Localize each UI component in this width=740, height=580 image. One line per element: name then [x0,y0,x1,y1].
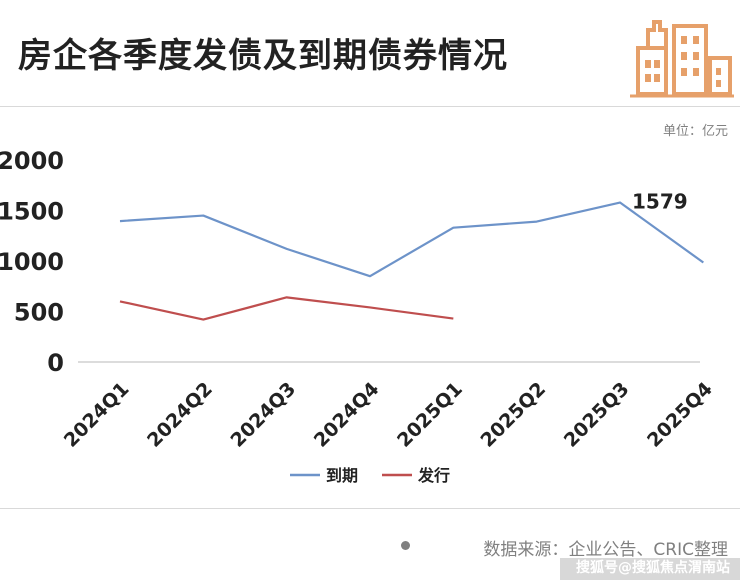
legend-label: 发行 [417,466,450,485]
unit-label: 单位：亿元 [662,124,728,139]
building-logo-icon [630,8,734,100]
x-tick-label: 2024Q2 [143,378,217,452]
x-tick-label: 2025Q2 [476,378,550,452]
y-tick-label: 1500 [0,198,64,226]
watermark-text: 搜狐号@搜狐焦点渭南站 [576,560,730,576]
series-line-issuance [119,296,454,321]
watermark-bar [560,558,740,580]
y-tick-label: 500 [14,299,64,327]
y-tick-label: 2000 [0,147,64,175]
x-tick-label: 2025Q3 [560,378,634,452]
series-line-maturity [119,201,704,278]
line-chart: 0 500 1000 1500 2000 2024Q1 2024Q2 2024Q3 2024Q4… [0,147,717,485]
x-tick-label: 2024Q3 [226,378,300,452]
x-tick-label: 2024Q1 [60,378,134,452]
bullet-dot-icon [401,541,410,550]
y-tick-label: 0 [47,349,64,377]
chart-title: 房企各季度发债及到期债券情况 [18,36,508,76]
y-tick-label: 1000 [0,248,64,276]
header-divider [0,106,740,107]
footer-divider [0,508,740,509]
x-tick-label: 2024Q4 [310,378,384,452]
legend-label: 到期 [326,466,358,485]
x-tick-label: 2025Q4 [643,378,717,452]
x-tick-label: 2025Q1 [393,378,467,452]
source-note: 数据来源：企业公告、CRIC整理 [483,540,728,560]
data-label: 1579 [632,190,688,214]
